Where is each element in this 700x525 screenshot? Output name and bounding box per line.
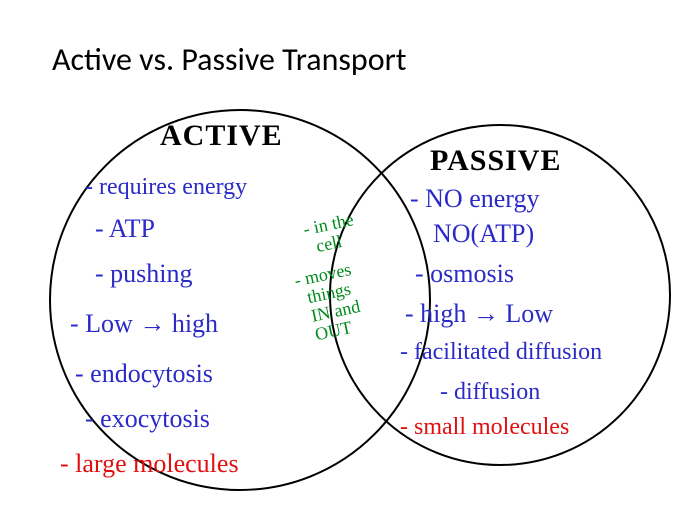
- passive-item-6: - small molecules: [400, 415, 569, 440]
- active-item-2: - pushing: [95, 260, 193, 287]
- header-passive: PASSIVE: [430, 145, 561, 177]
- active-item-0: - requires energy: [85, 175, 247, 200]
- venn-left-circle: [50, 110, 430, 490]
- active-item-5: - exocytosis: [85, 405, 210, 432]
- passive-item-3: - high → Low: [405, 300, 553, 327]
- active-item-3: - Low → high: [70, 310, 218, 337]
- active-item-1: - ATP: [95, 215, 155, 242]
- active-item-6: - large molecules: [60, 450, 239, 477]
- header-active: ACTIVE: [160, 120, 283, 152]
- passive-item-5: - diffusion: [440, 380, 540, 405]
- passive-item-4: - facilitated diffusion: [400, 340, 602, 365]
- passive-item-0: - NO energy: [410, 185, 539, 212]
- passive-item-2: - osmosis: [415, 260, 514, 287]
- active-item-4: - endocytosis: [75, 360, 213, 387]
- passive-item-1: NO(ATP): [420, 220, 534, 247]
